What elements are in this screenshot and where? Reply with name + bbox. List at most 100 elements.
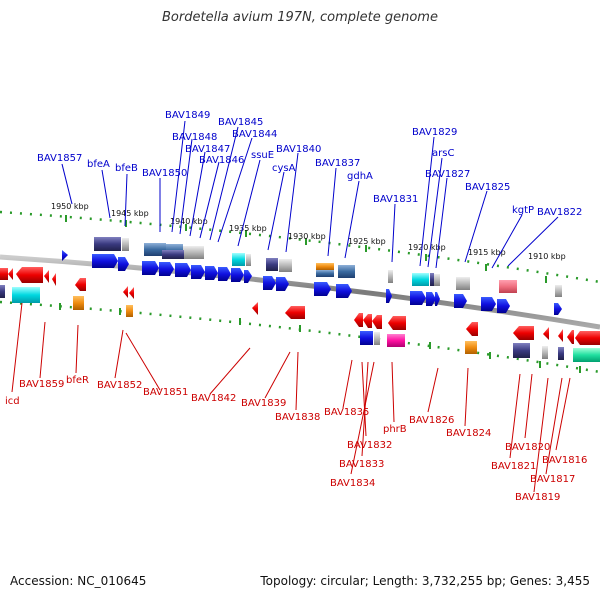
gene-label: BAV1822 xyxy=(537,207,582,218)
gene-arrow xyxy=(386,289,392,303)
gene-arrow xyxy=(129,287,134,299)
gene-label: bfeA xyxy=(87,159,110,170)
gene-box xyxy=(555,285,562,297)
gene-label: BAV1847 xyxy=(185,144,230,155)
gene-arrow xyxy=(75,278,86,291)
gene-arrow xyxy=(52,273,56,286)
gene-label: BAV1857 xyxy=(37,153,82,164)
gene-label: BAV1852 xyxy=(97,380,142,391)
gene-box xyxy=(266,258,278,271)
gene-label: BAV1834 xyxy=(330,478,375,489)
gene-box xyxy=(558,347,564,360)
gene-arrow xyxy=(435,292,440,306)
gene-box xyxy=(122,238,129,251)
gene-arrow xyxy=(543,327,549,340)
gene-box xyxy=(73,296,84,310)
gene-box xyxy=(434,274,440,286)
gene-arrow xyxy=(314,282,331,296)
gene-box xyxy=(338,265,355,278)
gene-arrow xyxy=(554,303,562,315)
forward-gene-labels: BAV1857 bfeA bfeB BAV1850 BAV1849 BAV184… xyxy=(37,110,582,218)
gene-label: ssuE xyxy=(251,150,274,161)
gene-label: BAV1826 xyxy=(409,415,454,426)
gene-label: BAV1833 xyxy=(339,459,384,470)
gene-arrow xyxy=(410,291,426,305)
gene-arrow xyxy=(159,262,174,276)
tick-label: 1930 kbp xyxy=(288,232,326,241)
tick-label: 1915 kbp xyxy=(468,248,506,257)
accession-text: Accession: NC_010645 xyxy=(10,574,147,588)
tick-label: 1910 kbp xyxy=(528,252,566,261)
tick-label: 1950 kbp xyxy=(51,202,89,211)
gene-box xyxy=(387,334,405,347)
gene-label: BAV1829 xyxy=(412,127,457,138)
gene-label: BAV1831 xyxy=(373,194,418,205)
gene-box xyxy=(316,270,334,277)
gene-label: arsC xyxy=(432,148,454,159)
gene-box xyxy=(388,270,393,283)
gene-box xyxy=(0,285,5,298)
gene-arrow xyxy=(567,330,574,344)
gene-label: BAV1842 xyxy=(191,393,236,404)
gene-label: kgtP xyxy=(512,205,534,216)
gene-box xyxy=(162,250,184,259)
gene-arrow xyxy=(62,250,68,261)
gene-box xyxy=(513,343,530,358)
gene-arrow xyxy=(372,315,382,329)
gene-arrow xyxy=(123,286,128,298)
gene-box xyxy=(465,341,477,354)
reverse-leader-lines xyxy=(11,302,571,493)
gene-label: BAV1845 xyxy=(218,117,263,128)
gene-label: BAV1821 xyxy=(491,461,536,472)
gene-arrow xyxy=(497,299,510,313)
gene-box xyxy=(360,331,373,345)
gene-arrow xyxy=(218,267,231,281)
gene-arrow xyxy=(285,306,305,319)
gene-label: bfeR xyxy=(66,375,89,386)
gene-arrow xyxy=(454,294,467,308)
gene-label: BAV1844 xyxy=(232,129,277,140)
gene-arrow xyxy=(263,276,276,290)
gene-label: BAV1840 xyxy=(276,144,321,155)
gene-arrow xyxy=(388,316,406,330)
forward-leader-lines xyxy=(61,120,559,269)
major-tick-marks xyxy=(59,215,581,373)
gene-box xyxy=(279,259,292,272)
gene-box xyxy=(316,263,334,270)
gene-box xyxy=(183,246,204,259)
gene-label: BAV1859 xyxy=(19,379,64,390)
gene-arrow xyxy=(118,257,129,271)
gene-label: BAV1817 xyxy=(530,474,575,485)
gene-box xyxy=(430,273,434,286)
gene-label: BAV1839 xyxy=(241,398,286,409)
gene-label: bfeB xyxy=(115,163,138,174)
gene-label: phrB xyxy=(383,424,407,435)
gene-arrow xyxy=(142,261,159,275)
map-title: Bordetella avium 197N, complete genome xyxy=(162,10,438,25)
gene-label: BAV1848 xyxy=(172,132,217,143)
gene-arrow xyxy=(44,270,49,283)
gene-label: BAV1825 xyxy=(465,182,510,193)
gene-arrow xyxy=(244,270,252,283)
gene-label: BAV1816 xyxy=(542,455,587,466)
gene-label: BAV1851 xyxy=(143,387,188,398)
gene-label: BAV1850 xyxy=(142,168,187,179)
gene-box xyxy=(412,273,429,286)
gene-arrow xyxy=(92,254,118,268)
gene-box xyxy=(456,277,470,290)
gene-arrow xyxy=(481,297,496,311)
gene-arrow xyxy=(336,284,352,298)
gene-box xyxy=(12,287,40,303)
reverse-gene-labels: icd BAV1859 bfeR BAV1852 BAV1851 BAV1842… xyxy=(5,375,587,503)
gene-arrow xyxy=(8,268,13,280)
gene-arrow xyxy=(575,331,600,345)
tick-label: 1925 kbp xyxy=(348,237,386,246)
scale-labels: 1950 kbp 1945 kbp 1940 kbp 1935 kbp 1930… xyxy=(51,202,566,261)
gene-arrow xyxy=(558,329,563,342)
gene-box xyxy=(573,348,600,362)
gene-arrow xyxy=(513,326,534,340)
gene-arrow xyxy=(175,263,191,277)
tick-label: 1920 kbp xyxy=(408,243,446,252)
topology-text: Topology: circular; Length: 3,732,255 bp… xyxy=(260,574,590,588)
